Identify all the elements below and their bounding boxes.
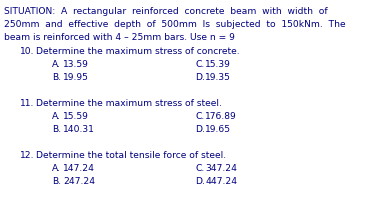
Text: 19.65: 19.65	[205, 125, 231, 134]
Text: A.: A.	[52, 60, 61, 69]
Text: D.: D.	[195, 73, 205, 82]
Text: D.: D.	[195, 177, 205, 186]
Text: 11.: 11.	[20, 99, 35, 108]
Text: 250mm  and  effective  depth  of  500mm  Is  subjected  to  150kNm.  The: 250mm and effective depth of 500mm Is su…	[4, 20, 346, 29]
Text: 447.24: 447.24	[205, 177, 237, 186]
Text: C.: C.	[195, 60, 204, 69]
Text: 15.59: 15.59	[63, 112, 89, 121]
Text: A.: A.	[52, 164, 61, 173]
Text: 140.31: 140.31	[63, 125, 95, 134]
Text: B.: B.	[52, 125, 61, 134]
Text: A.: A.	[52, 112, 61, 121]
Text: D.: D.	[195, 125, 205, 134]
Text: 15.39: 15.39	[205, 60, 231, 69]
Text: B.: B.	[52, 177, 61, 186]
Text: 347.24: 347.24	[205, 164, 237, 173]
Text: C.: C.	[195, 164, 204, 173]
Text: 13.59: 13.59	[63, 60, 89, 69]
Text: 19.95: 19.95	[63, 73, 89, 82]
Text: SITUATION:  A  rectangular  reinforced  concrete  beam  with  width  of: SITUATION: A rectangular reinforced conc…	[4, 7, 327, 16]
Text: Determine the total tensile force of steel.: Determine the total tensile force of ste…	[36, 151, 226, 160]
Text: Determine the maximum stress of steel.: Determine the maximum stress of steel.	[36, 99, 222, 108]
Text: 147.24: 147.24	[63, 164, 95, 173]
Text: 10.: 10.	[20, 47, 35, 56]
Text: 176.89: 176.89	[205, 112, 237, 121]
Text: B.: B.	[52, 73, 61, 82]
Text: 247.24: 247.24	[63, 177, 95, 186]
Text: Determine the maximum stress of concrete.: Determine the maximum stress of concrete…	[36, 47, 240, 56]
Text: C.: C.	[195, 112, 204, 121]
Text: 12.: 12.	[20, 151, 35, 160]
Text: 19.35: 19.35	[205, 73, 231, 82]
Text: beam is reinforced with 4 – 25mm bars. Use n = 9: beam is reinforced with 4 – 25mm bars. U…	[4, 33, 235, 42]
